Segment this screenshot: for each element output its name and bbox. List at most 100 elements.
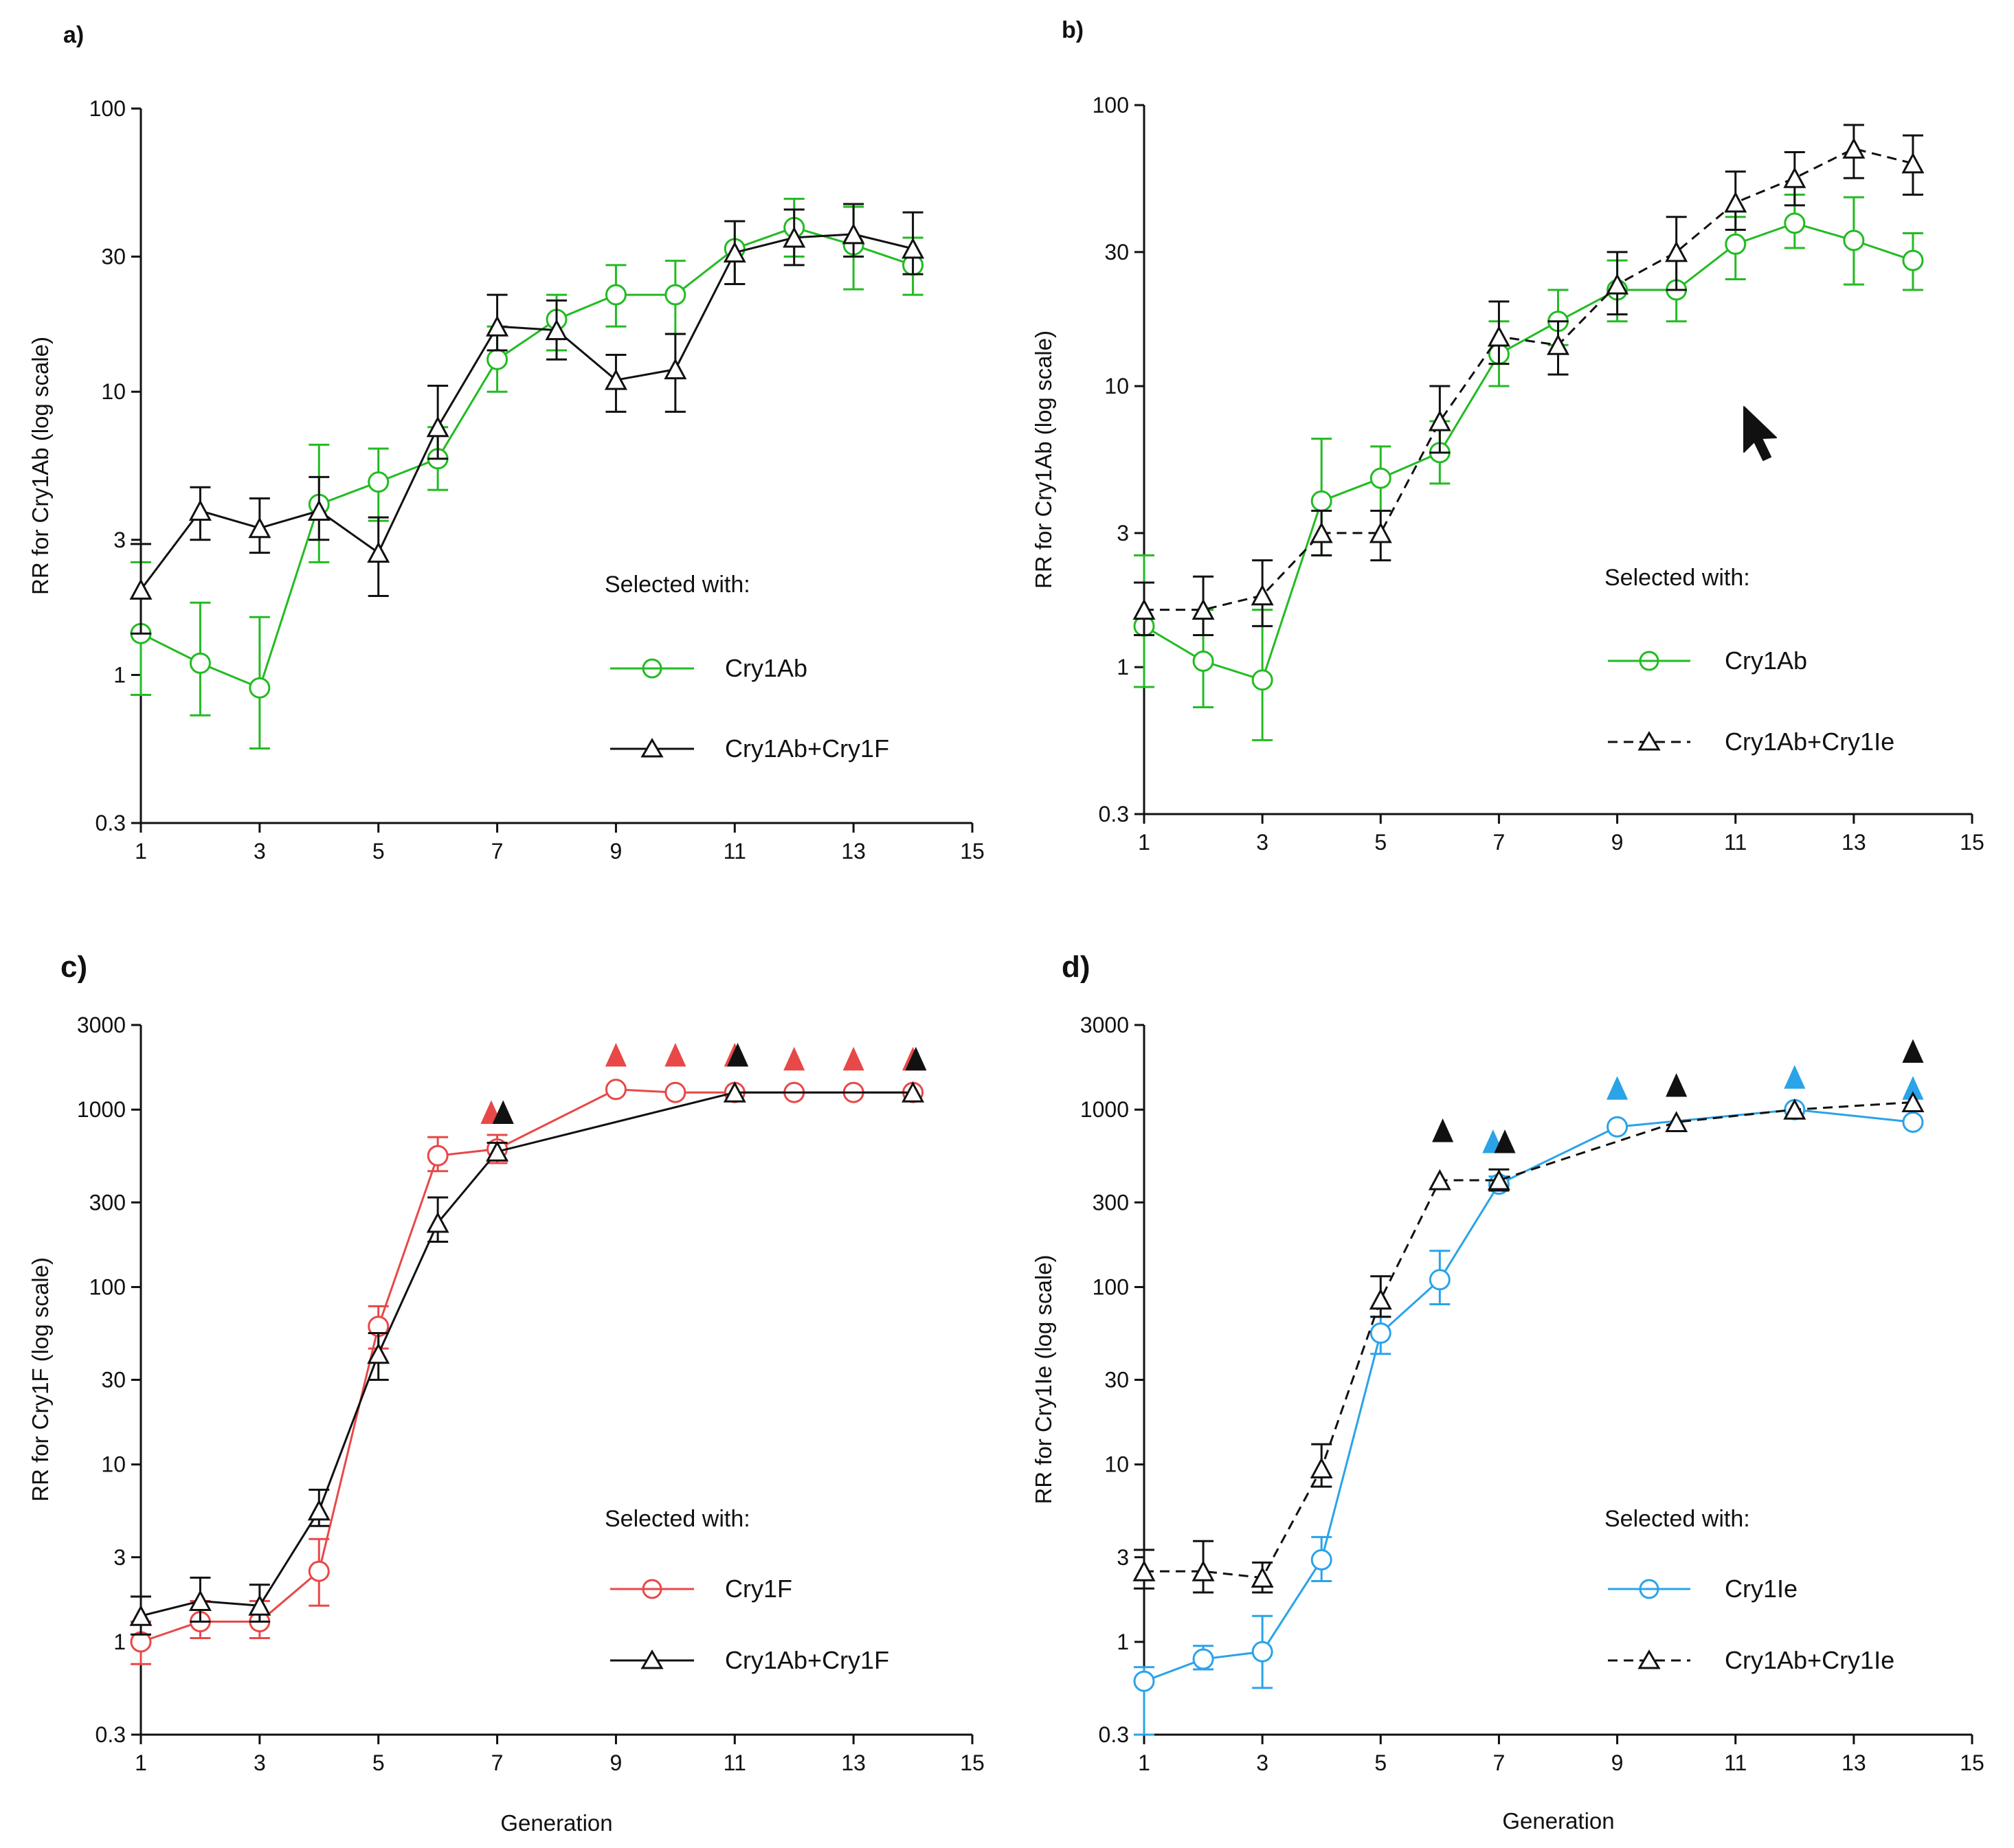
- x-axis-title: Generation: [500, 1810, 612, 1836]
- y-tick-label: 3: [1117, 1545, 1129, 1570]
- data-point-circle: [1902, 249, 1924, 271]
- arrow-cursor-icon: [1743, 406, 1777, 461]
- panel-label: c): [60, 950, 87, 984]
- arrow-marker: [1784, 1065, 1806, 1089]
- x-tick-label: 9: [1611, 830, 1624, 855]
- data-point-triangle: [1546, 334, 1570, 355]
- data-point-triangle: [1251, 584, 1274, 606]
- y-tick-label: 300: [89, 1190, 126, 1215]
- y-tick-label: 30: [101, 245, 126, 269]
- series-line: [1143, 222, 1914, 681]
- legend: Selected with: Cry1Ab Cry1Ab+Cry1F: [605, 572, 889, 763]
- data-point-circle: [1843, 229, 1865, 251]
- legend-marker-triangle: [640, 738, 664, 758]
- panel-c: c) RR for Cry1F (log scale) Generation 1…: [27, 950, 985, 1836]
- data-point-triangle: [545, 319, 568, 341]
- data-point-triangle: [307, 499, 331, 521]
- data-point-circle: [486, 348, 508, 370]
- data-point-circle: [189, 652, 211, 674]
- series-cry1ab-cry1ie: [1132, 124, 1925, 637]
- x-tick-label: 7: [491, 839, 504, 864]
- data-point-circle: [368, 471, 390, 493]
- legend-marker-triangle: [640, 1649, 664, 1669]
- series-cry1ab-cry1ie: [1132, 1039, 1925, 1594]
- data-point-triangle: [1428, 410, 1451, 431]
- legend-item-0: Cry1Ie: [1608, 1575, 1798, 1603]
- y-tick-label: 30: [1104, 240, 1129, 264]
- legend-item-1: Cry1Ab+Cry1F: [610, 1646, 889, 1674]
- legend-label: Cry1Ab+Cry1Ie: [1725, 1646, 1894, 1674]
- data-point-triangle: [486, 1140, 509, 1162]
- data-point-triangle: [1428, 1169, 1451, 1191]
- x-tick-label: 11: [724, 839, 746, 864]
- data-point-triangle: [1606, 273, 1629, 295]
- series-cry1ie: [1133, 1065, 1924, 1736]
- y-tick-label: 30: [1104, 1368, 1129, 1393]
- data-point-triangle: [604, 369, 627, 390]
- data-point-triangle: [188, 1590, 212, 1611]
- data-point-triangle: [1665, 1111, 1688, 1132]
- legend-item-0: Cry1Ab: [1608, 646, 1807, 675]
- data-point-triangle: [426, 1211, 449, 1233]
- legend-marker-circle: [642, 658, 662, 679]
- y-tick-label: 0.3: [96, 811, 126, 835]
- legend: Selected with: Cry1Ab Cry1Ab+Cry1Ie: [1604, 565, 1894, 756]
- arrow-marker: [492, 1100, 514, 1124]
- data-point-triangle: [248, 1595, 271, 1616]
- data-point-circle: [1784, 212, 1806, 234]
- x-tick-label: 11: [1724, 830, 1747, 855]
- data-point-circle: [1251, 1641, 1273, 1663]
- y-tick-label: 0.3: [96, 1722, 126, 1747]
- series-line: [1144, 1101, 1913, 1579]
- y-tick-label: 100: [1093, 1274, 1129, 1299]
- data-point-triangle: [1901, 1091, 1925, 1113]
- data-point-triangle: [1783, 167, 1806, 188]
- data-point-triangle: [248, 517, 271, 539]
- y-tick-label: 1: [113, 1630, 126, 1654]
- series-line: [140, 226, 914, 690]
- arrow-marker: [1432, 1118, 1454, 1142]
- y-tick-label: 100: [89, 1274, 126, 1299]
- data-point-circle: [308, 1560, 330, 1582]
- x-tick-label: 13: [1842, 1750, 1866, 1775]
- x-tick-label: 1: [1138, 830, 1150, 855]
- x-tick-label: 15: [1960, 830, 1984, 855]
- x-tick-label: 7: [491, 1750, 504, 1775]
- series-cry1ab-cry1f: [129, 203, 925, 635]
- legend-title: Selected with:: [605, 1506, 750, 1532]
- data-point-circle: [1902, 1111, 1924, 1133]
- arrow-marker: [905, 1046, 927, 1071]
- data-point-circle: [664, 284, 686, 306]
- legend-item-1: Cry1Ab+Cry1Ie: [1608, 1646, 1894, 1674]
- y-tick-label: 300: [1093, 1190, 1129, 1215]
- legend-label: Cry1Ab: [725, 654, 807, 682]
- legend-item-0: Cry1Ab: [610, 654, 807, 682]
- data-point-triangle: [1369, 1288, 1392, 1310]
- x-tick-label: 13: [841, 839, 866, 864]
- data-point-triangle: [902, 237, 925, 259]
- data-point-triangle: [1901, 152, 1925, 174]
- data-point-circle: [1429, 1269, 1451, 1291]
- x-axis-title: Generation: [1502, 1808, 1614, 1834]
- x-tick-label: 3: [1256, 830, 1268, 855]
- legend-title: Selected with:: [1604, 1506, 1750, 1532]
- arrow-marker: [1902, 1039, 1924, 1063]
- panel-b: b) RR for Cry1Ab (log scale) 1 3 5 7 9 11 13 15…: [1031, 17, 1984, 855]
- x-tick-label: 3: [254, 839, 266, 864]
- x-tick-label: 9: [610, 1750, 623, 1775]
- arrow-marker: [664, 1043, 686, 1067]
- x-tick-label: 3: [254, 1750, 266, 1775]
- y-tick-label: 100: [89, 96, 126, 121]
- data-point-triangle: [723, 241, 746, 263]
- data-point-circle: [1369, 467, 1391, 489]
- panel-label: a): [63, 22, 84, 48]
- arrow-marker: [1607, 1076, 1629, 1100]
- y-axis-title: RR for Cry1Ab (log scale): [1031, 330, 1056, 589]
- y-tick-label: 10: [101, 379, 126, 404]
- data-point-triangle: [129, 1605, 153, 1626]
- series-cry1ab-cry1f: [129, 1043, 927, 1636]
- data-point-circle: [427, 1145, 449, 1167]
- panel-label: b): [1062, 17, 1084, 43]
- data-point-triangle: [842, 223, 865, 245]
